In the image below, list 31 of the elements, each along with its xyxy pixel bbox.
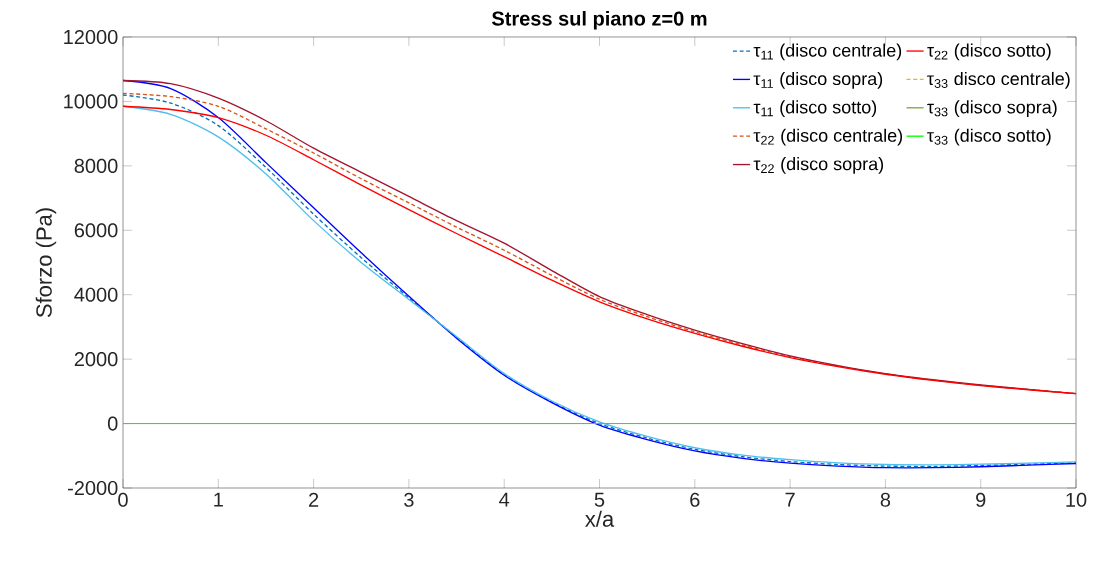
y-tick-label: -2000 xyxy=(68,480,118,496)
legend-label: τ$_{33}$ disco centrale) xyxy=(927,71,1070,89)
x-axis-title: x/a xyxy=(585,510,615,527)
x-tick-label: 9 xyxy=(976,492,986,507)
x-tick-label: 4 xyxy=(499,492,510,507)
x-tick-label: 2 xyxy=(309,492,319,507)
y-axis-title: Sforzo (Pa) xyxy=(35,208,57,318)
legend-label: τ$_{11}$ (disco centrale) xyxy=(753,43,902,61)
x-tick-label: 6 xyxy=(690,492,700,507)
y-tick-label: 4000 xyxy=(74,287,118,302)
x-tick-label: 0 xyxy=(118,492,128,507)
y-tick-label: 6000 xyxy=(74,223,118,238)
legend-label: τ$_{22}$ (disco sopra) xyxy=(753,157,884,174)
legend-label: τ$_{33}$ (disco sopra) xyxy=(927,100,1057,118)
x-tick-label: 7 xyxy=(785,492,795,507)
x-tick-label: 5 xyxy=(594,492,605,507)
chart-title: Stress sul piano z=0 m xyxy=(491,10,707,30)
y-tick-label: 12000 xyxy=(64,29,118,45)
y-tick-label: 8000 xyxy=(74,158,118,173)
x-tick-label: 8 xyxy=(880,492,891,507)
y-tick-label: 2000 xyxy=(74,352,118,367)
legend-label: τ$_{33}$ (disco sotto) xyxy=(927,128,1051,146)
x-tick-label: 3 xyxy=(404,492,414,507)
legend-label: τ$_{22}$ (disco centrale) xyxy=(753,128,903,146)
legend-label: τ$_{22}$ (disco sotto) xyxy=(927,43,1051,61)
legend-label: τ$_{11}$ (disco sotto) xyxy=(753,100,877,118)
x-tick-label: 1 xyxy=(214,492,223,507)
y-tick-label: 10000 xyxy=(64,94,118,109)
x-tick-label: 10 xyxy=(1066,492,1087,507)
y-tick-label: 0 xyxy=(107,416,118,431)
legend-label: τ$_{11}$ (disco sopra) xyxy=(753,71,883,89)
